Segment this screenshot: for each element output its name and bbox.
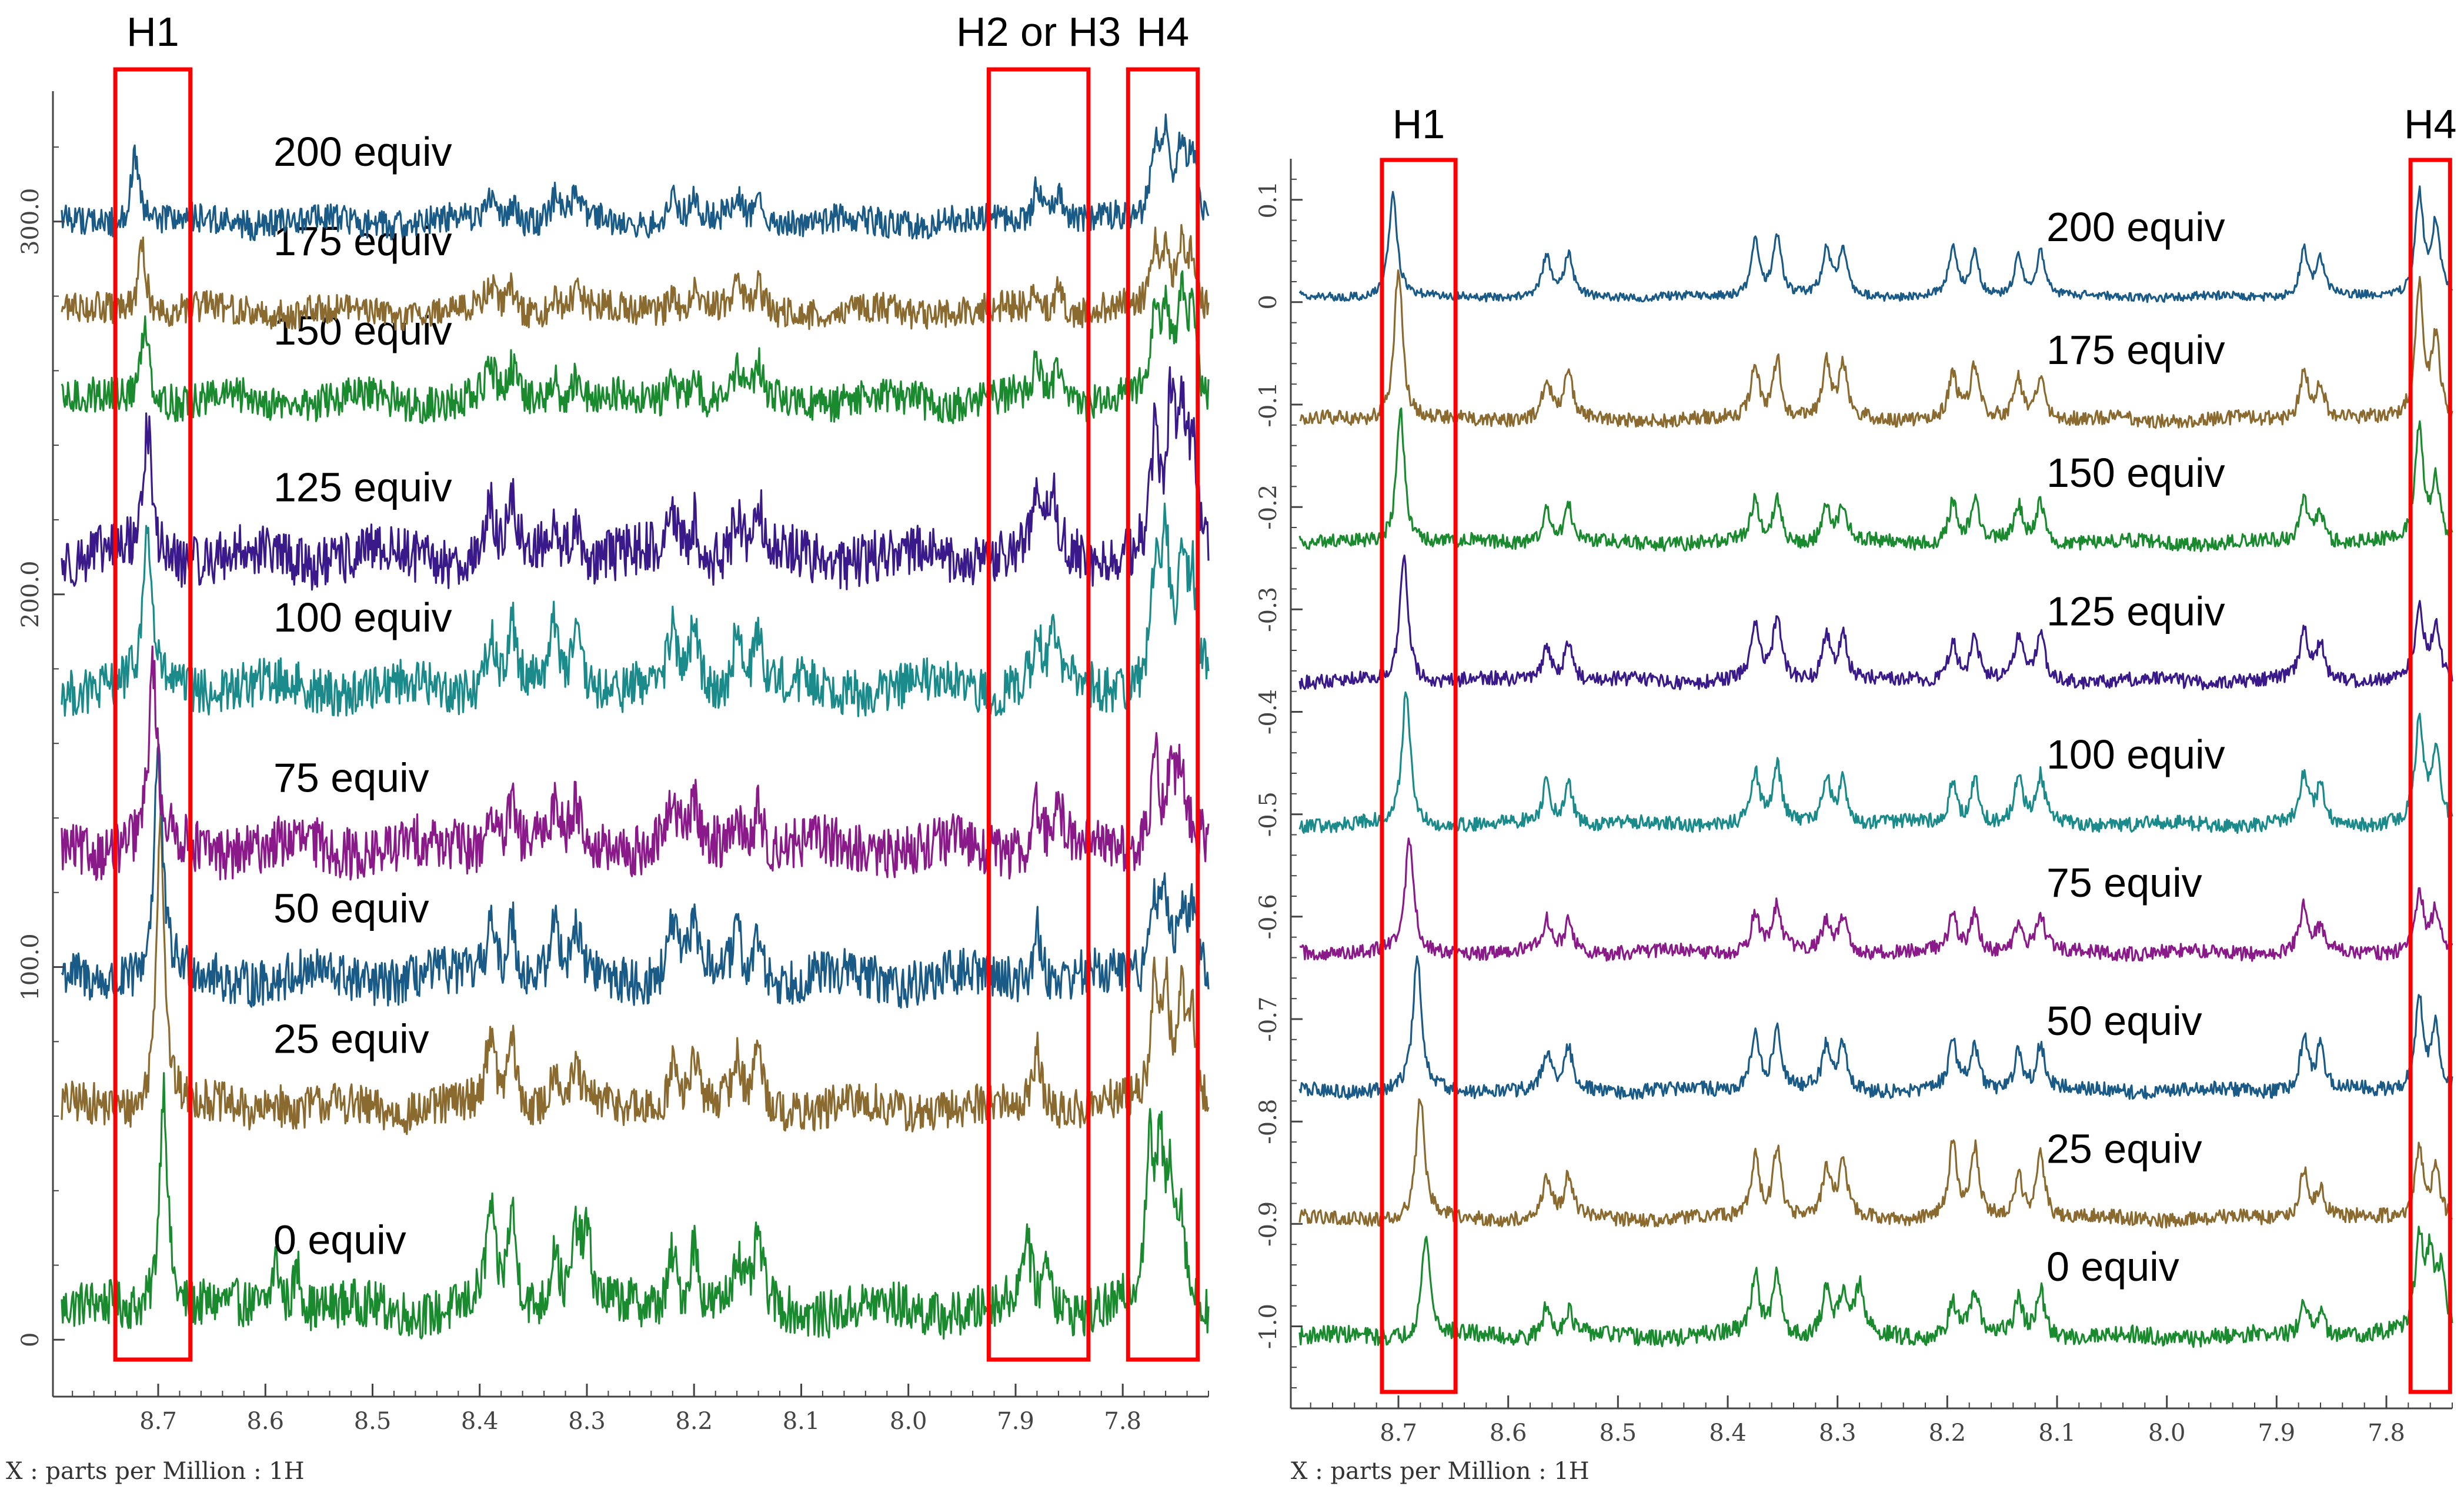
right-y-tick-label: -0.5 [1255,792,1282,837]
left-region-box-H2-or-H3 [986,67,1091,1362]
right-spectrum-0-equiv [1298,1225,2453,1348]
right-spectrum-75-equiv [1299,837,2453,962]
right-spectra-panel: 0 equiv 25 equiv 50 equiv 75 equiv 100 equiv… [1255,101,2456,1485]
left-spectra-panel: 0 equiv 25 equiv 50 equiv 75 equiv 100 equiv… [6,9,1210,1485]
left-y-tick-label: 0 [17,1333,44,1347]
left-x-tick-label: 8.1 [783,1408,820,1435]
right-y-tick-label: -0.9 [1255,1201,1282,1247]
right-y-tick-label: 0.1 [1255,181,1282,219]
right-series-label: 150 equiv [2046,450,2225,496]
right-series-label: 25 equiv [2046,1126,2202,1172]
left-region-label: H1 [126,9,179,55]
left-y-tick-label: 100.0 [17,933,44,1001]
right-series-label: 75 equiv [2046,860,2202,906]
right-x-tick-label: 7.9 [2258,1420,2295,1447]
left-series-label: 75 equiv [273,755,429,801]
right-y-tick-label: -0.1 [1255,382,1282,427]
right-region-box-H1 [1380,158,1458,1394]
left-spectrum-0-equiv [61,1072,1210,1340]
right-y-tick-label: -0.7 [1255,996,1282,1041]
left-region-box-H4 [1126,67,1200,1362]
left-spectrum-75-equiv [61,645,1210,881]
right-region-box-H4 [2408,158,2452,1394]
right-y-tick-label: -0.3 [1255,587,1282,632]
left-spectrum-150-equiv [61,270,1210,425]
right-spectrum-150-equiv [1298,407,2453,553]
left-y-ticks: 0 100.0 200.0 300.0 [17,146,65,1347]
right-y-tick-label: -1.0 [1255,1304,1282,1349]
left-spectrum-200-equiv [61,113,1210,241]
left-x-ticks: 8.7 8.6 8.5 8.4 8.3 8.2 8.1 8.0 7.9 7.8 [72,1384,1209,1435]
right-spectrum-100-equiv [1298,691,2453,834]
left-spectrum-175-equiv [61,223,1210,332]
right-x-tick-label: 8.1 [2038,1420,2076,1447]
right-spectrum-125-equiv [1298,555,2453,691]
right-y-tick-label: -0.6 [1255,894,1282,939]
right-series-label: 100 equiv [2046,732,2225,777]
right-spectrum-200-equiv [1298,185,2453,303]
left-region-label: H4 [1137,9,1189,55]
right-y-tick-label: -0.4 [1255,689,1282,734]
left-spectrum-100-equiv [61,502,1210,717]
left-x-tick-label: 7.9 [997,1408,1034,1435]
right-region-label: H1 [1393,101,1445,147]
right-x-tick-label: 8.5 [1599,1420,1637,1447]
right-series-label: 175 equiv [2046,327,2225,373]
right-x-tick-label: 8.3 [1819,1420,1857,1447]
right-spectrum-175-equiv [1299,269,2453,429]
left-spectrum-50-equiv [61,743,1210,1009]
right-x-axis-title: X : parts per Million : 1H [1291,1458,1590,1485]
left-region-box-H1 [113,67,193,1362]
right-x-tick-label: 8.2 [1928,1420,1966,1447]
left-series-label: 125 equiv [273,464,452,510]
left-x-tick-label: 8.0 [890,1408,927,1435]
right-series-label: 125 equiv [2046,588,2225,634]
right-x-tick-label: 7.8 [2368,1420,2405,1447]
left-region-boxes: H1 H2 or H3 H4 [113,9,1200,1362]
left-region-label: H2 or H3 [956,9,1121,55]
right-spectrum-25-equiv [1298,1098,2453,1229]
left-spectra-group: 0 equiv 25 equiv 50 equiv 75 equiv 100 equiv… [61,113,1210,1340]
right-region-label: H4 [2404,101,2456,147]
left-x-tick-label: 8.5 [354,1408,392,1435]
left-series-label: 0 equiv [273,1217,406,1263]
left-x-axis-title: X : parts per Million : 1H [6,1458,305,1485]
right-spectrum-50-equiv [1298,955,2453,1100]
left-spectrum-125-equiv [61,366,1210,591]
right-region-boxes: H1 H4 [1380,101,2456,1394]
right-x-ticks: 8.7 8.6 8.5 8.4 8.3 8.2 8.1 8.0 7.9 7.8 [1310,1395,2453,1447]
right-x-tick-label: 8.7 [1380,1420,1417,1447]
left-x-tick-label: 8.4 [461,1408,499,1435]
right-axes [1290,159,2452,1410]
left-series-label: 100 equiv [273,595,452,640]
left-y-tick-label: 200.0 [17,560,44,628]
right-y-tick-label: -0.8 [1255,1099,1282,1144]
left-spectrum-25-equiv [61,807,1210,1136]
right-x-tick-label: 8.0 [2148,1420,2186,1447]
left-series-label: 200 equiv [273,129,452,175]
left-x-tick-label: 8.7 [139,1408,177,1435]
right-y-tick-label: -0.2 [1255,485,1282,530]
right-series-label: 50 equiv [2046,998,2202,1044]
left-x-tick-label: 8.2 [675,1408,713,1435]
right-y-ticks: 0.1 0 -0.1 -0.2 -0.3 -0.4 -0.5 -0.6 -0.7 -0.8 -0.9… [1255,178,1303,1388]
right-y-tick-label: 0 [1255,295,1282,309]
right-x-tick-label: 8.6 [1490,1420,1527,1447]
left-x-tick-label: 8.3 [568,1408,606,1435]
left-y-tick-label: 300.0 [17,188,44,256]
right-series-label: 200 equiv [2046,204,2225,250]
left-x-tick-label: 7.8 [1104,1408,1141,1435]
right-x-tick-label: 8.4 [1709,1420,1747,1447]
right-series-label: 0 equiv [2046,1244,2179,1290]
left-x-tick-label: 8.6 [246,1408,284,1435]
right-spectra-group: 0 equiv 25 equiv 50 equiv 75 equiv 100 equiv… [1298,185,2453,1348]
left-series-label: 25 equiv [273,1016,429,1061]
left-series-label: 50 equiv [273,886,429,931]
